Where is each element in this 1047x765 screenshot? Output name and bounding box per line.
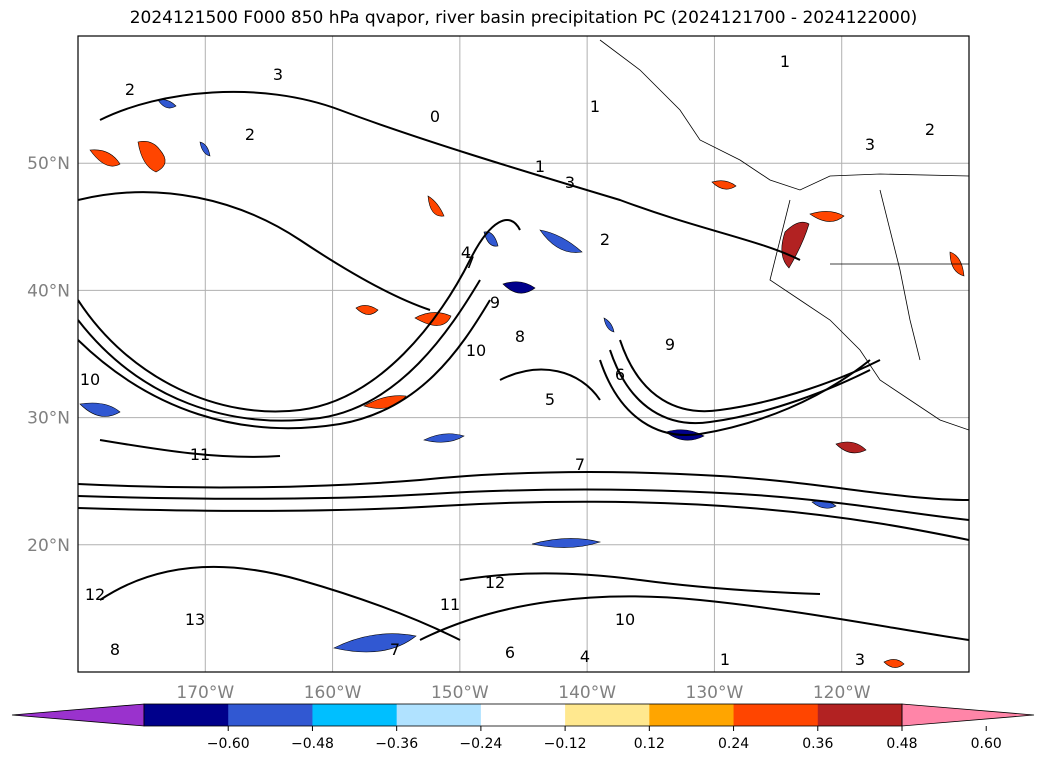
lat-tick-label: 40°N (27, 281, 70, 301)
lat-tick-label: 20°N (27, 536, 70, 556)
contour-label: 9 (490, 293, 500, 312)
contour-label: 4 (580, 647, 590, 666)
lon-tick-label: 150°W (431, 683, 489, 703)
precip-patch-positive (427, 195, 445, 217)
map-frame (77, 35, 970, 673)
contour-label: 0 (430, 107, 440, 126)
colorbar-tick-label: 0.12 (634, 736, 665, 752)
colorbar-tick-label: 0.60 (971, 736, 1002, 752)
lon-tick-label: 160°W (304, 683, 362, 703)
colorbar-tick-label: −0.60 (207, 736, 250, 752)
precip-patch-negative (333, 633, 417, 653)
contour-label: 5 (545, 390, 555, 409)
contour-label: 13 (185, 610, 205, 629)
colorbar-tick-label: 0.24 (718, 736, 749, 752)
longitude-labels: 170°W 160°W 150°W 140°W 130°W 120°W (176, 683, 870, 703)
precip-patch-positive (137, 141, 166, 173)
colorbar-segment (817, 704, 903, 726)
precip-patch-negative (539, 229, 583, 253)
contour-label: 12 (85, 585, 105, 604)
colorbar-segment (733, 704, 819, 726)
contour-label: 10 (80, 370, 100, 389)
contour-label: 2 (925, 120, 935, 139)
contour-label: 1 (720, 650, 730, 669)
contour-label: 4 (461, 243, 471, 262)
colorbar-segment (480, 704, 566, 726)
contour-label: 3 (565, 173, 575, 192)
contour-label: 1 (535, 157, 545, 176)
colorbar-segment (649, 704, 735, 726)
contour-label: 10 (466, 341, 486, 360)
precip-patch-positive (89, 149, 121, 167)
colorbar-extend-high (901, 703, 1035, 727)
precip-patch-negative (531, 538, 602, 548)
contour-label: 2 (245, 125, 255, 144)
precip-patch-positive (355, 305, 379, 315)
precip-patch-negative (603, 317, 615, 333)
colorbar: −0.60 −0.48 −0.36 −0.24 −0.12 0.12 0.24 0.36 0.4… (11, 703, 1035, 752)
contour-label: 12 (485, 573, 505, 592)
contour-label: 11 (190, 445, 210, 464)
precip-patch-negative (483, 231, 499, 247)
contour-label: 3 (865, 135, 875, 154)
colorbar-tick-label: 0.36 (802, 736, 833, 752)
contour-lines (78, 90, 969, 641)
contour-label: 6 (615, 365, 625, 384)
precip-patch-negative (502, 281, 536, 294)
contour-label: 11 (440, 595, 460, 614)
contour-label: 6 (505, 643, 515, 662)
contour-label: 7 (465, 253, 475, 272)
contour-label: 8 (515, 327, 525, 346)
contour-label: 2 (600, 230, 610, 249)
colorbar-tick-label: 0.48 (886, 736, 917, 752)
contour-label: 2 (125, 80, 135, 99)
contour-label: 8 (110, 640, 120, 659)
colorbar-tick-label: −0.12 (544, 736, 587, 752)
contour-label: 1 (590, 97, 600, 116)
precip-patch-negative (157, 99, 177, 109)
contour-label: 3 (855, 650, 865, 669)
colorbar-segment (396, 704, 482, 726)
colorbar-extend-low (11, 703, 145, 727)
lat-tick-label: 50°N (27, 154, 70, 174)
lon-tick-label: 140°W (558, 683, 616, 703)
precip-patches (79, 99, 965, 668)
lon-tick-label: 130°W (686, 683, 744, 703)
contour-label: 1 (780, 52, 790, 71)
contour-label: 3 (273, 65, 283, 84)
lat-tick-label: 30°N (27, 409, 70, 429)
precip-patch-negative (199, 141, 211, 157)
lon-tick-label: 170°W (176, 683, 234, 703)
precip-patch-negative (79, 402, 121, 417)
latitude-labels: 20°N 30°N 40°N 50°N (27, 154, 70, 556)
precip-patch-negative (423, 433, 465, 443)
colorbar-segment (144, 704, 229, 726)
map-title: 2024121500 F000 850 hPa qvapor, river ba… (129, 8, 918, 28)
gridlines (78, 36, 969, 672)
colorbar-segment (565, 704, 650, 726)
contour-label: 7 (390, 640, 400, 659)
precip-patch-positive (363, 395, 407, 409)
colorbar-tick-label: −0.48 (291, 736, 334, 752)
colorbar-segment (312, 704, 398, 726)
precip-patch-positive (809, 211, 845, 222)
precip-patch-positive (711, 180, 737, 190)
colorbar-segment (228, 704, 313, 726)
contour-label: 7 (575, 455, 585, 474)
contour-label: 9 (665, 335, 675, 354)
coastline (599, 39, 969, 431)
precip-patch-positive (835, 441, 867, 454)
map-background (78, 36, 969, 672)
colorbar-frame (143, 703, 903, 727)
colorbar-tick-label: −0.36 (375, 736, 418, 752)
precip-patch-positive (883, 659, 905, 668)
colorbar-tick-label: −0.24 (459, 736, 502, 752)
lon-tick-label: 120°W (813, 683, 871, 703)
contour-label: 10 (615, 610, 635, 629)
